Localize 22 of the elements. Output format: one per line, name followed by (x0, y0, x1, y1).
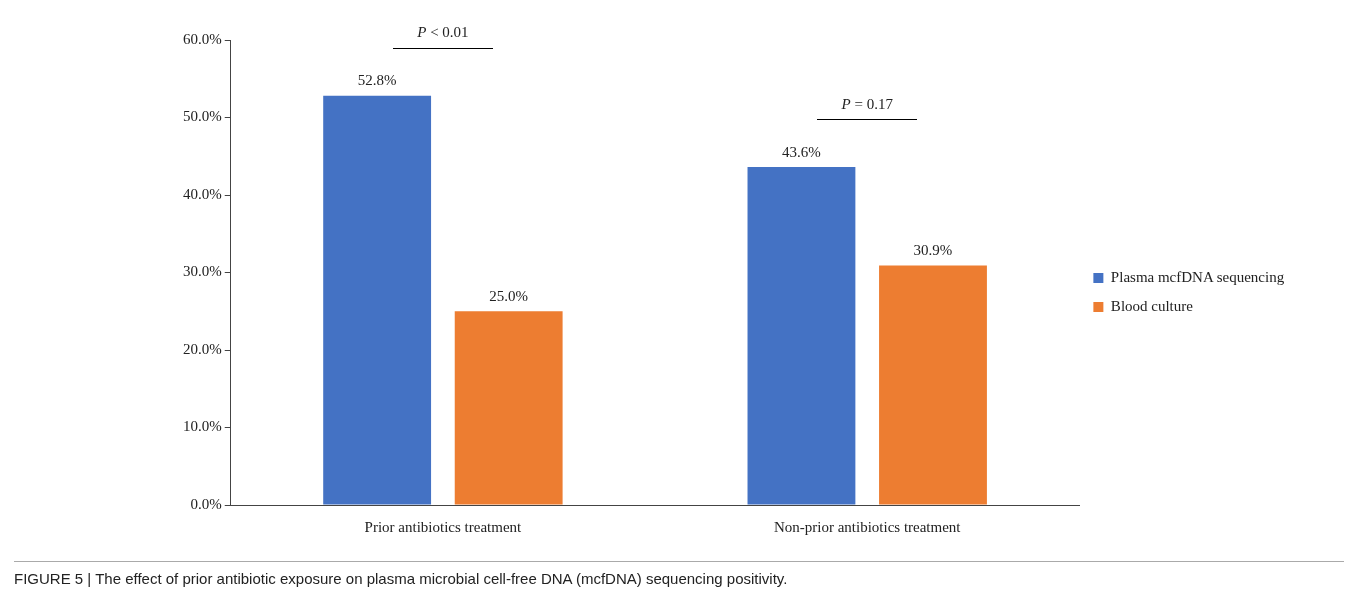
text: P < 0.01 (416, 24, 469, 41)
data-label: 52.8% (357, 72, 397, 89)
data-label: 43.6% (782, 143, 821, 160)
legend-label: Blood culture (1110, 297, 1194, 314)
data-label: 30.9% (913, 241, 953, 258)
data-label: 25.0% (489, 287, 529, 304)
bar (879, 265, 987, 505)
y-tick-label: 60.0% (183, 30, 222, 47)
legend-label: Plasma mcfDNA sequencing (1110, 268, 1285, 285)
x-tick-label: Non-prior antibiotics treatment (773, 518, 962, 535)
bar (747, 167, 856, 505)
y-tick-label: 30.0% (183, 263, 222, 280)
y-tick-label: 20.0% (183, 340, 222, 357)
y-tick-label: 10.0% (183, 418, 222, 435)
y-tick-label: 50.0% (183, 108, 222, 125)
y-tick-label: 0.0% (190, 495, 222, 512)
bar (323, 95, 432, 505)
caption: FIGURE 5 | The effect of prior antibiotic exposure on plasma microbial cell-free DNA (mcfDNA) sequencing positivity. (14, 570, 789, 587)
annotation: P = 0.17 (840, 95, 894, 112)
y-tick-label: 40.0% (183, 185, 222, 202)
bar (454, 311, 563, 505)
x-tick-label: Prior antibiotics treatment (364, 518, 523, 535)
